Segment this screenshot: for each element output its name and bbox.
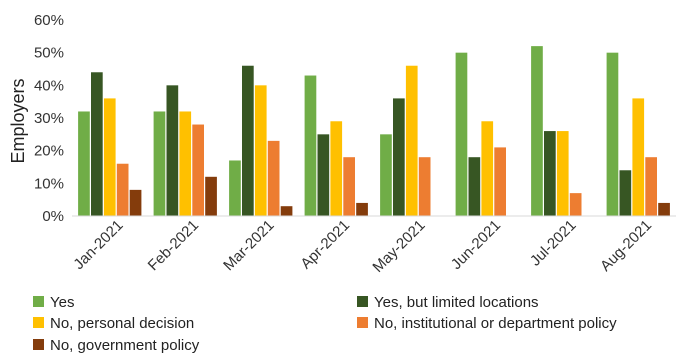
bar bbox=[179, 111, 192, 216]
x-tick-label: Aug-2021 bbox=[597, 217, 655, 275]
bar bbox=[569, 193, 582, 216]
bar bbox=[619, 170, 632, 216]
bar bbox=[254, 85, 267, 216]
series-5 bbox=[129, 176, 670, 216]
x-tick-label: Jun-2021 bbox=[448, 217, 504, 273]
legend: Yes Yes, but limited locations No, persona… bbox=[33, 294, 617, 354]
bar bbox=[91, 72, 103, 217]
bar bbox=[531, 46, 543, 216]
bar bbox=[494, 147, 506, 216]
y-tick-label: 30% bbox=[34, 110, 64, 127]
legend-label: Yes, but limited locations bbox=[374, 294, 539, 311]
legend-item: No, personal decision bbox=[33, 315, 194, 332]
bar bbox=[267, 140, 280, 216]
y-tick-label: 20% bbox=[34, 143, 64, 160]
bar bbox=[481, 121, 494, 216]
bar bbox=[418, 157, 431, 216]
y-tick-label: 0% bbox=[42, 208, 64, 225]
legend-swatch bbox=[357, 317, 368, 328]
bar bbox=[393, 98, 405, 216]
bar bbox=[544, 131, 556, 216]
bar bbox=[468, 157, 481, 216]
bar-series-group bbox=[78, 46, 670, 217]
bar bbox=[205, 176, 217, 216]
y-axis-ticks: 0% 10% 20% 30% 40% 50% 60% bbox=[34, 12, 64, 225]
legend-label: No, personal decision bbox=[50, 315, 194, 332]
x-axis-ticks: Jan-2021 Feb-2021 Mar-2021 Apr-2021 May-2021… bbox=[70, 217, 655, 276]
bar bbox=[166, 85, 179, 216]
bar bbox=[317, 134, 330, 216]
legend-swatch bbox=[33, 339, 44, 350]
legend-item: Yes, but limited locations bbox=[357, 294, 539, 311]
series-1 bbox=[78, 46, 619, 216]
y-tick-label: 50% bbox=[34, 45, 64, 62]
legend-item: Yes bbox=[33, 294, 74, 311]
legend-label: No, government policy bbox=[50, 337, 200, 354]
y-tick-label: 10% bbox=[34, 175, 64, 192]
legend-label: Yes bbox=[50, 294, 74, 311]
x-tick-label: Jan-2021 bbox=[70, 217, 126, 273]
bar bbox=[380, 134, 392, 216]
x-tick-label: Jul-2021 bbox=[527, 217, 580, 270]
bar bbox=[192, 124, 204, 216]
bar bbox=[356, 202, 368, 216]
legend-swatch bbox=[33, 317, 44, 328]
legend-label: No, institutional or department policy bbox=[374, 315, 617, 332]
bar bbox=[304, 75, 317, 216]
legend-item: No, institutional or department policy bbox=[357, 315, 617, 332]
bar bbox=[632, 98, 645, 216]
y-tick-label: 40% bbox=[34, 77, 64, 94]
bar bbox=[242, 65, 254, 216]
bar bbox=[645, 157, 657, 216]
x-tick-label: Mar-2021 bbox=[220, 217, 277, 274]
bar bbox=[280, 206, 293, 216]
legend-swatch bbox=[33, 296, 44, 307]
x-tick-label: May-2021 bbox=[369, 217, 428, 276]
legend-swatch bbox=[357, 296, 368, 307]
bar bbox=[606, 52, 619, 216]
bar bbox=[405, 65, 418, 216]
bar bbox=[103, 98, 116, 216]
bar bbox=[78, 111, 90, 216]
bar bbox=[229, 160, 241, 216]
y-axis-title: Employers bbox=[8, 78, 28, 163]
series-4 bbox=[116, 124, 657, 216]
x-tick-label: Feb-2021 bbox=[145, 217, 202, 274]
bar bbox=[455, 52, 468, 216]
series-3 bbox=[103, 65, 645, 216]
y-tick-label: 60% bbox=[34, 12, 64, 29]
bar bbox=[116, 163, 129, 216]
series-2 bbox=[91, 65, 632, 217]
bar bbox=[153, 111, 166, 216]
x-tick-label: Apr-2021 bbox=[297, 217, 353, 273]
bar bbox=[343, 157, 355, 216]
bar bbox=[556, 131, 569, 216]
bar bbox=[658, 202, 670, 216]
bar bbox=[129, 189, 142, 216]
legend-item: No, government policy bbox=[33, 337, 200, 354]
bar bbox=[330, 121, 343, 216]
